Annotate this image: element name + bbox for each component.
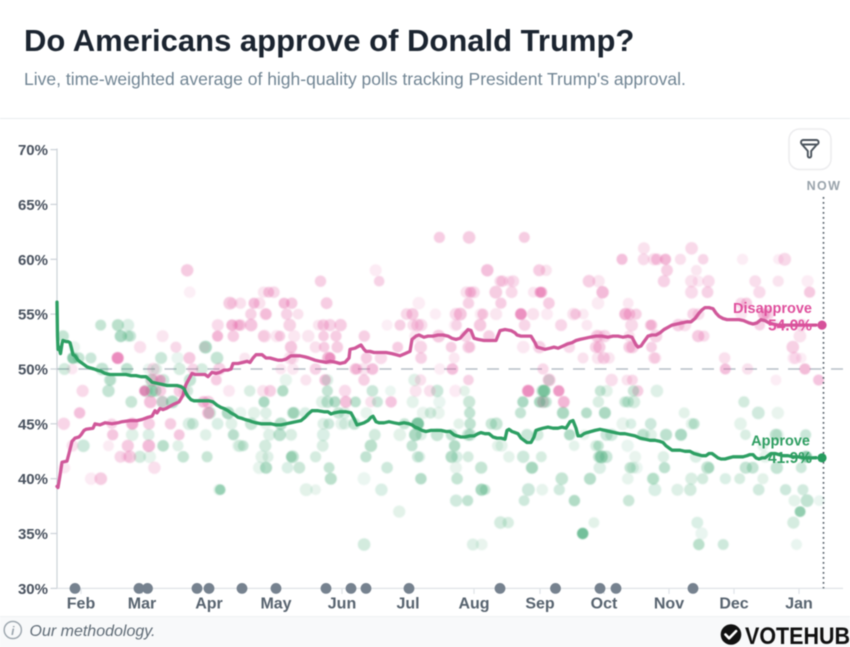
svg-text:Disapprove: Disapprove xyxy=(733,301,812,317)
svg-text:Oct: Oct xyxy=(591,596,618,613)
svg-text:55%: 55% xyxy=(18,307,48,324)
svg-text:40%: 40% xyxy=(18,471,48,488)
svg-text:Sep: Sep xyxy=(525,596,555,613)
svg-text:Dec: Dec xyxy=(719,596,748,613)
svg-text:60%: 60% xyxy=(18,252,48,269)
svg-text:Mar: Mar xyxy=(128,596,156,613)
svg-text:Jun: Jun xyxy=(328,596,356,613)
svg-text:70%: 70% xyxy=(18,142,48,159)
svg-text:41.9%: 41.9% xyxy=(768,450,812,467)
svg-text:30%: 30% xyxy=(18,581,48,598)
svg-text:Aug: Aug xyxy=(458,596,489,613)
svg-text:35%: 35% xyxy=(18,526,48,543)
svg-text:54.0%: 54.0% xyxy=(768,318,812,335)
svg-text:Approve: Approve xyxy=(751,434,810,450)
svg-text:VOTEHUB: VOTEHUB xyxy=(745,623,850,647)
svg-text:i: i xyxy=(11,624,15,638)
svg-text:Our methodology.: Our methodology. xyxy=(30,623,156,640)
svg-text:Apr: Apr xyxy=(195,596,223,613)
svg-text:NOW: NOW xyxy=(807,179,842,193)
svg-text:May: May xyxy=(260,596,291,613)
svg-text:Feb: Feb xyxy=(67,596,96,613)
svg-text:45%: 45% xyxy=(18,416,48,433)
svg-text:50%: 50% xyxy=(18,362,48,379)
svg-text:Jan: Jan xyxy=(785,596,813,613)
svg-text:Jul: Jul xyxy=(396,596,419,613)
svg-text:65%: 65% xyxy=(18,197,48,214)
svg-text:Nov: Nov xyxy=(654,596,684,613)
